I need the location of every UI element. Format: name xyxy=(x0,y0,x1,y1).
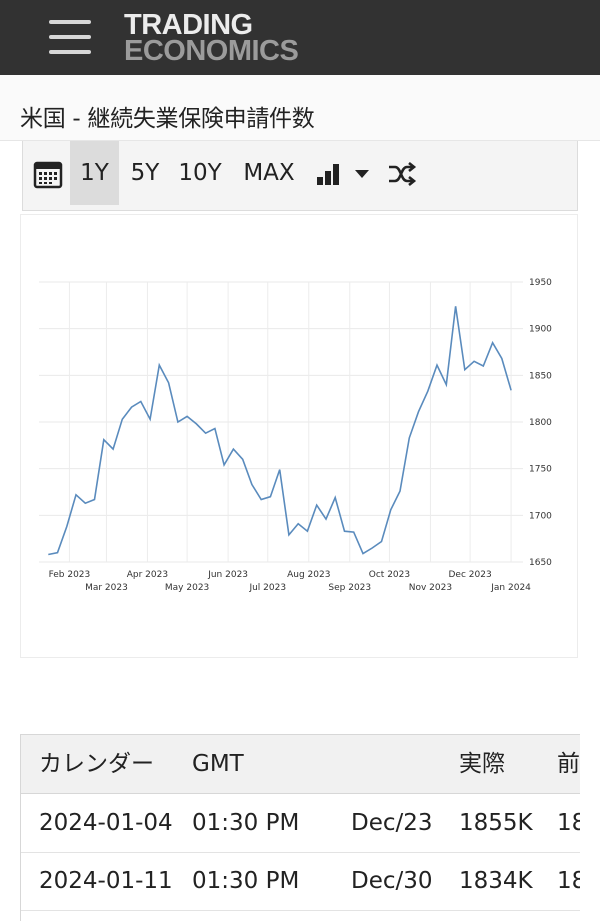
cell-reference: Dec/30 xyxy=(351,868,433,894)
cell-date: 2024-01-04 xyxy=(39,810,173,836)
title-bar: 米国 - 継続失業保険申請件数 xyxy=(0,75,600,141)
cell-reference: Dec/23 xyxy=(351,810,433,836)
y-tick-label: 1800 xyxy=(529,418,552,428)
cell-previous: 18 xyxy=(557,810,580,836)
y-tick-label: 1950 xyxy=(529,278,552,288)
shuffle-icon[interactable] xyxy=(383,141,421,205)
table-row[interactable]: 2024-01-04 01:30 PM Dec/23 1855K 18 xyxy=(21,794,580,853)
cell-time: 01:30 PM xyxy=(192,810,300,836)
series-line xyxy=(48,306,512,556)
y-tick-label: 1700 xyxy=(529,511,552,521)
header-gmt: GMT xyxy=(192,751,244,777)
calendar-icon[interactable] xyxy=(29,141,67,205)
header-calendar: カレンダー xyxy=(39,751,154,777)
chart-grid xyxy=(39,281,523,563)
cell-actual: 1855K xyxy=(459,810,533,836)
bar-chart-icon[interactable] xyxy=(311,141,345,205)
range-10y-button[interactable]: 10Y xyxy=(178,160,222,186)
logo-line1: TRADING xyxy=(124,9,253,41)
x-tick-label: Sep 2023 xyxy=(328,583,371,593)
x-tick-label: May 2023 xyxy=(165,583,209,593)
x-tick-label: Apr 2023 xyxy=(127,570,168,580)
header-actual: 実際 xyxy=(459,751,505,777)
range-max-button[interactable]: MAX xyxy=(243,160,295,186)
x-tick-label: Aug 2023 xyxy=(287,570,330,580)
logo-line2: ECONOMICS xyxy=(124,35,299,67)
hamburger-menu-icon[interactable] xyxy=(49,20,91,54)
y-tick-label: 1750 xyxy=(529,465,552,475)
y-tick-label: 1900 xyxy=(529,325,552,335)
chart-container: 1650 1700 1750 1800 1850 1900 1950 Feb 2023 Mar… xyxy=(20,214,578,658)
calendar-table: カレンダー GMT 実際 前 2024-01-04 01:30 PM Dec/2… xyxy=(20,734,580,921)
table-row[interactable]: 2024-01-11 01:30 PM Dec/30 1834K 18 xyxy=(21,852,580,911)
range-5y-button[interactable]: 5Y xyxy=(130,160,160,186)
x-axis-ticks: Feb 2023 Mar 2023 Apr 2023 May 2023 Jun 2023… xyxy=(49,570,532,593)
y-axis-ticks: 1650 1700 1750 1800 1850 1900 1950 xyxy=(529,278,552,568)
cell-time: 01:30 PM xyxy=(192,868,300,894)
caret-down-icon[interactable] xyxy=(349,141,375,205)
top-navigation-bar: TRADING ECONOMICS xyxy=(0,0,600,75)
x-tick-label: Nov 2023 xyxy=(409,583,452,593)
x-tick-label: Mar 2023 xyxy=(85,583,128,593)
line-chart: 1650 1700 1750 1800 1850 1900 1950 Feb 2023 Mar… xyxy=(39,278,552,593)
x-tick-label: Jan 2024 xyxy=(490,583,531,593)
y-tick-label: 1850 xyxy=(529,371,552,381)
cell-actual: 1834K xyxy=(459,868,533,894)
cell-previous: 18 xyxy=(557,868,580,894)
x-tick-label: Oct 2023 xyxy=(369,570,410,580)
table-header: カレンダー GMT 実際 前 xyxy=(21,735,580,794)
header-previous: 前 xyxy=(557,751,580,777)
x-tick-label: Dec 2023 xyxy=(449,570,492,580)
cell-date: 2024-01-11 xyxy=(39,868,173,894)
site-logo[interactable]: TRADING ECONOMICS xyxy=(124,9,299,67)
page-title: 米国 - 継続失業保険申請件数 xyxy=(20,106,315,132)
x-tick-label: Jun 2023 xyxy=(207,570,248,580)
range-1y-button[interactable]: 1Y xyxy=(70,141,119,205)
x-tick-label: Jul 2023 xyxy=(248,583,286,593)
y-tick-label: 1650 xyxy=(529,558,552,568)
x-tick-label: Feb 2023 xyxy=(49,570,91,580)
chart-toolbar: 1Y 5Y 10Y MAX xyxy=(22,141,578,211)
